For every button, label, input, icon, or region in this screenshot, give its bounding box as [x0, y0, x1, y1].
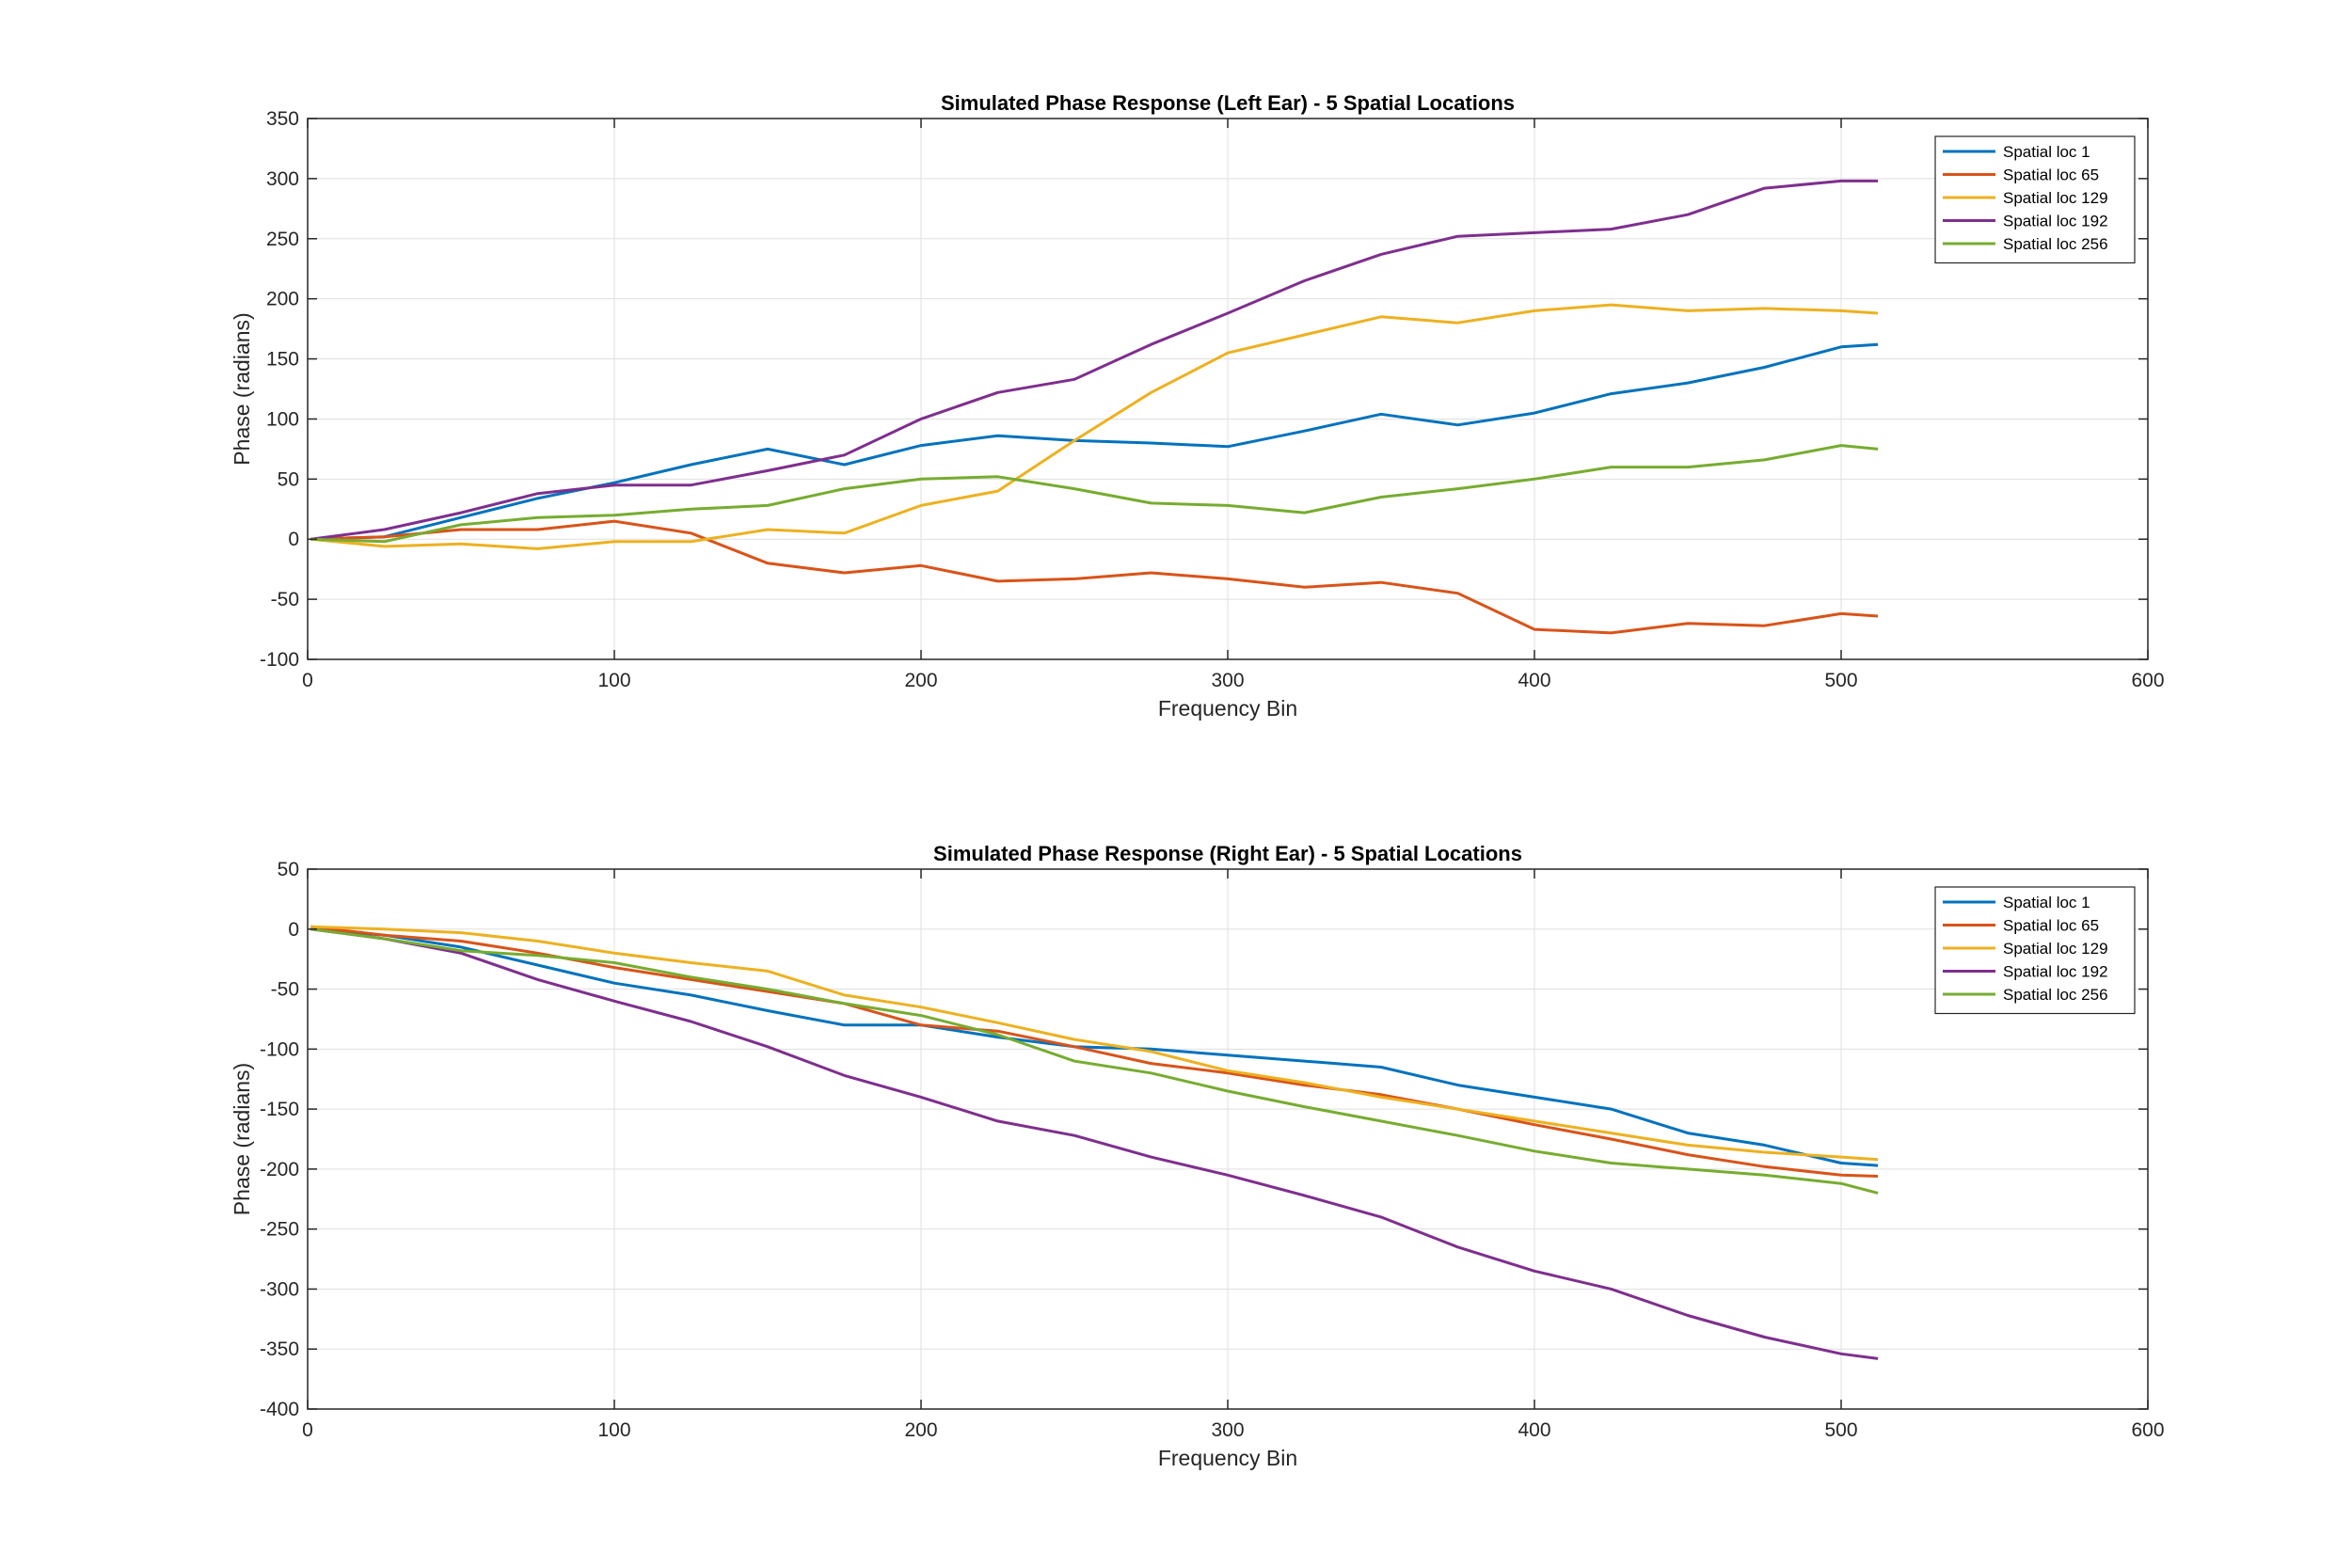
- x-tick-label: 600: [2131, 1419, 2164, 1441]
- y-tick-label: -100: [260, 649, 299, 671]
- y-tick-label: -250: [260, 1219, 299, 1241]
- y-tick-label: -200: [260, 1159, 299, 1180]
- x-tick-label: 100: [597, 1419, 630, 1441]
- x-tick-label: 0: [302, 670, 313, 691]
- series-line-5: [310, 444, 1879, 544]
- y-tick-label: 50: [278, 468, 299, 490]
- legend-entry-2: Spatial loc 65: [2003, 166, 2099, 184]
- legend-entry-1: Spatial loc 1: [2003, 894, 2090, 911]
- x-tick-label: 0: [302, 1419, 313, 1441]
- legend: Spatial loc 1 Spatial loc 65 Spatial loc 1…: [1934, 135, 2136, 264]
- series-line-3: [310, 925, 1879, 1162]
- y-axis-label: Phase (radians): [230, 312, 254, 465]
- series-line-2: [310, 519, 1879, 635]
- legend-entry-4: Spatial loc 192: [2003, 963, 2108, 981]
- series-line-3: [310, 303, 1879, 550]
- x-tick-label: 500: [1824, 1419, 1857, 1441]
- legend-entry-3: Spatial loc 129: [2003, 189, 2108, 207]
- legend-box: [1934, 135, 2136, 264]
- x-tick-label: 400: [1518, 1419, 1550, 1441]
- chart-title: Simulated Phase Response (Right Ear) - 5…: [933, 842, 1522, 865]
- y-tick-label: 300: [266, 168, 299, 190]
- y-tick-label: 0: [288, 919, 299, 941]
- y-tick-label: -100: [260, 1038, 299, 1060]
- x-tick-label: 200: [904, 670, 937, 691]
- y-tick-label: 0: [288, 529, 299, 550]
- chart-title: Simulated Phase Response (Left Ear) - 5 …: [941, 91, 1515, 115]
- series-line-1: [310, 927, 1879, 1167]
- legend-entry-5: Spatial loc 256: [2003, 986, 2108, 1004]
- x-tick-label: 300: [1211, 1419, 1244, 1441]
- legend-entry-1: Spatial loc 1: [2003, 143, 2090, 161]
- y-tick-label: 100: [266, 408, 299, 430]
- x-tick-label: 400: [1518, 670, 1550, 691]
- x-axis-label: Frequency Bin: [1158, 1446, 1297, 1470]
- y-axis-label: Phase (radians): [230, 1063, 254, 1215]
- y-tick-label: 150: [266, 349, 299, 371]
- legend-entry-4: Spatial loc 192: [2003, 213, 2108, 230]
- y-tick-label: -350: [260, 1338, 299, 1360]
- series-line-5: [310, 927, 1879, 1195]
- series-line-4: [310, 927, 1879, 1360]
- series-line-4: [310, 179, 1879, 541]
- x-tick-label: 500: [1824, 670, 1857, 691]
- y-tick-label: 250: [266, 229, 299, 250]
- y-tick-label: 50: [278, 859, 299, 880]
- x-axis-label: Frequency Bin: [1158, 696, 1297, 721]
- y-tick-label: -300: [260, 1278, 299, 1300]
- right-ear-phase-chart: 0 100 200 300 400 500 600-400-350-300-250-200-…: [230, 842, 2165, 1470]
- y-tick-label: -150: [260, 1099, 299, 1120]
- y-tick-label: 200: [266, 289, 299, 310]
- y-tick-label: 350: [266, 108, 299, 130]
- legend-box: [1934, 886, 2136, 1015]
- x-tick-label: 100: [597, 670, 630, 691]
- y-tick-label: -400: [260, 1399, 299, 1420]
- legend-entry-3: Spatial loc 129: [2003, 940, 2108, 958]
- left-ear-phase-chart: 0 100 200 300 400 500 600 -100 -50 0 50 100 150 200 25…: [230, 91, 2165, 721]
- legend: Spatial loc 1 Spatial loc 65 Spatial loc 1…: [1934, 886, 2136, 1015]
- x-tick-label: 200: [904, 1419, 937, 1441]
- legend-entry-2: Spatial loc 65: [2003, 917, 2099, 935]
- legend-entry-5: Spatial loc 256: [2003, 235, 2108, 253]
- x-tick-label: 300: [1211, 670, 1244, 691]
- x-tick-label: 600: [2131, 670, 2164, 691]
- y-tick-label: -50: [271, 589, 299, 610]
- y-tick-label: -50: [271, 979, 299, 1001]
